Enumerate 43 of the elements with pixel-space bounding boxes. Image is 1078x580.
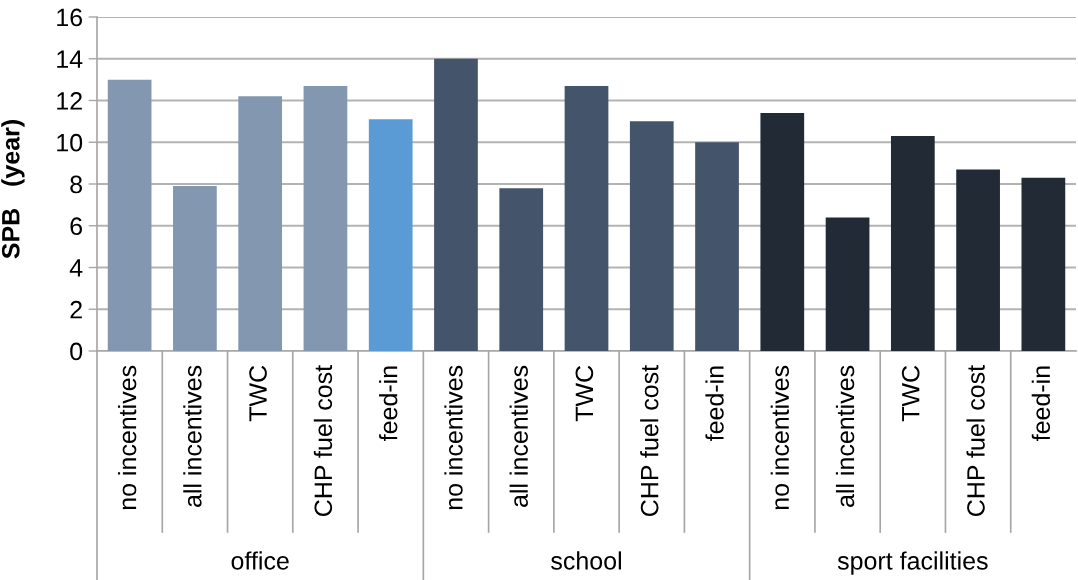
x-tick-label: no incentives bbox=[770, 365, 790, 510]
x-tick-label: all incentives bbox=[509, 365, 528, 507]
y-tick-label: 12 bbox=[57, 92, 82, 110]
y-tick-label: 0 bbox=[70, 342, 83, 361]
y-axis-title: SPB (year) bbox=[1, 120, 25, 259]
bar bbox=[499, 188, 544, 351]
y-tick-label: 4 bbox=[69, 259, 83, 277]
y-tick-label: 6 bbox=[70, 217, 83, 236]
text: school bbox=[551, 551, 621, 570]
y-tick-label: 14 bbox=[57, 50, 83, 68]
x-tick-label: no incentives bbox=[444, 365, 463, 510]
x-tick-label: CHP fuel cost bbox=[966, 365, 985, 517]
bar bbox=[368, 119, 413, 351]
x-tick-label: feed-in bbox=[1031, 366, 1051, 441]
bar bbox=[238, 96, 283, 351]
x-tick-label: TWC bbox=[249, 365, 267, 422]
text: office bbox=[231, 551, 289, 570]
x-tick-label: feed-in bbox=[705, 366, 724, 441]
y-tick-label: 8 bbox=[70, 175, 83, 194]
bar bbox=[564, 85, 609, 351]
x-tick-label: feed-in bbox=[379, 366, 398, 441]
bar bbox=[434, 58, 478, 351]
y-tick-label: 10 bbox=[57, 133, 83, 152]
bar bbox=[1021, 177, 1066, 351]
bar bbox=[890, 135, 935, 351]
bar bbox=[956, 169, 1000, 351]
x-tick-label: no incentives bbox=[117, 365, 137, 510]
text: sport facilities bbox=[837, 551, 988, 575]
bar bbox=[760, 113, 805, 351]
bar bbox=[107, 79, 152, 351]
bar bbox=[695, 142, 739, 351]
bar bbox=[173, 186, 217, 351]
x-tick-label: CHP fuel cost bbox=[640, 365, 659, 517]
x-tick-label: TWC bbox=[575, 365, 594, 422]
bar bbox=[303, 85, 348, 351]
x-tick-label: TWC bbox=[901, 365, 920, 422]
x-tick-label: all incentives bbox=[183, 365, 202, 507]
bar bbox=[629, 121, 674, 351]
x-tick-label: all incentives bbox=[835, 365, 855, 507]
y-tick-label: 2 bbox=[70, 300, 82, 319]
y-tick-label: 16 bbox=[57, 8, 83, 27]
x-tick-label: CHP fuel cost bbox=[313, 365, 333, 517]
bar bbox=[825, 217, 870, 351]
